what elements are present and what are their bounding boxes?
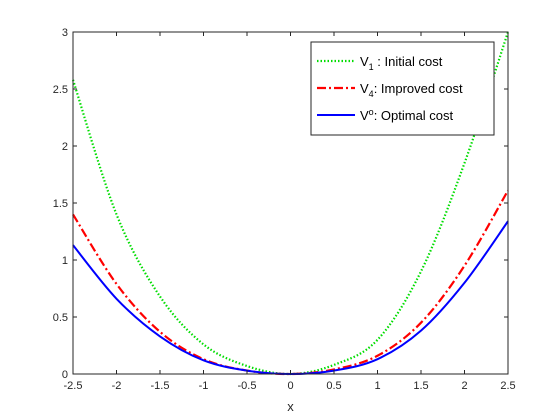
x-tick-label: -2.5 [64, 380, 83, 392]
y-tick-label: 0.5 [53, 312, 68, 324]
y-tick-label: 2 [62, 141, 68, 153]
x-axis-label: x [287, 399, 294, 414]
y-tick-label: 1 [62, 255, 68, 267]
legend-entry-1: V1 : Initial cost [360, 54, 443, 72]
y-tick-label: 2.5 [53, 84, 68, 96]
x-tick-label: -0.5 [238, 380, 257, 392]
y-tick-label: 1.5 [53, 198, 68, 210]
x-tick-label: -1.5 [151, 380, 170, 392]
x-tick-label: 0 [287, 380, 293, 392]
x-tick-label: -1 [199, 380, 209, 392]
legend-entry-2: V4: Improved cost [360, 81, 463, 99]
x-tick-label: 2.5 [500, 380, 515, 392]
ticks-layer: -2.5 -2 -1.5 -1 -0.5 0 0.5 1 1.5 2 2.5 0 0.5 1 1.5 2 2.5… [53, 27, 516, 392]
y-tick-label: 0 [62, 369, 68, 381]
series-line-2 [72, 189, 509, 376]
legend-entry-3: Vo: Optimal cost [360, 107, 454, 123]
y-tick-label: 3 [62, 27, 68, 39]
x-tick-label: 0.5 [326, 380, 341, 392]
legend: V1 : Initial cost V4: Improved cost Vo: Op… [310, 41, 495, 136]
x-tick-label: -2 [112, 380, 122, 392]
x-tick-label: 1 [374, 380, 380, 392]
x-tick-label: 1.5 [413, 380, 428, 392]
x-tick-label: 2 [461, 380, 467, 392]
